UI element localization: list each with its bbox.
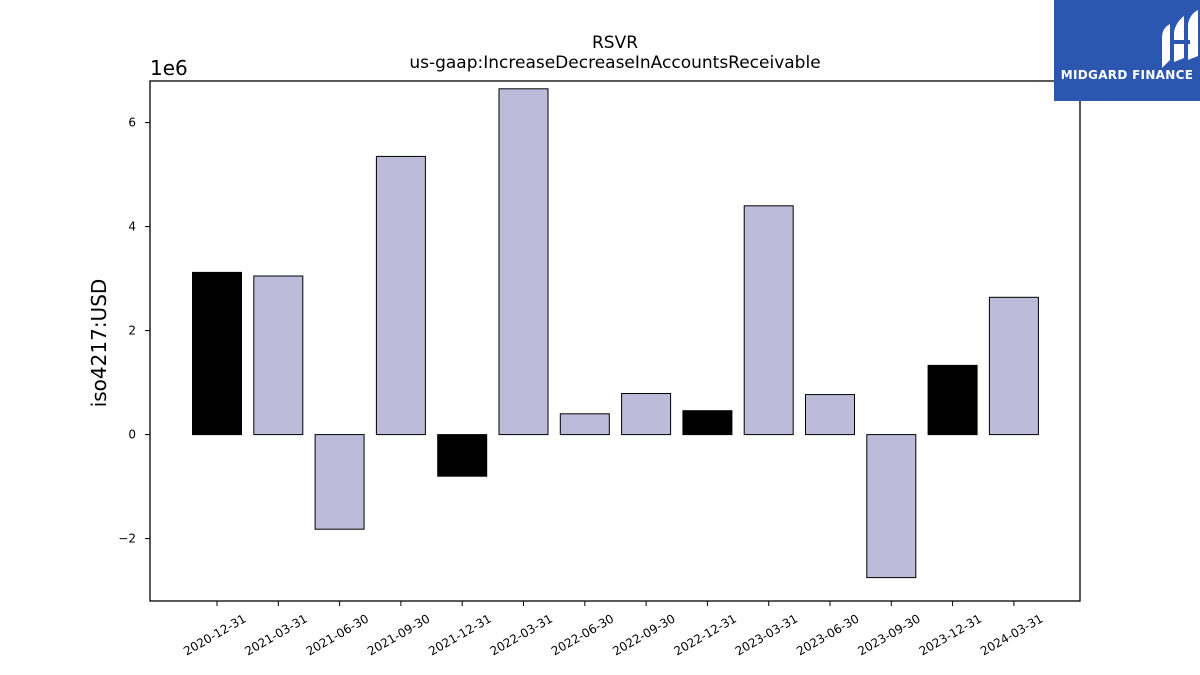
bar [988,296,1039,436]
bar [743,205,794,436]
x-tick-label: 2023-06-30 [794,611,861,658]
x-tick-label: 2022-09-30 [610,611,677,658]
chart-subtitle: us-gaap:IncreaseDecreaseInAccountsReceiv… [409,53,820,73]
bar [437,434,488,477]
bar [927,364,978,436]
y-tick-label: −2 [118,532,136,546]
y-tick-label: 6 [128,116,136,130]
bar [498,88,549,436]
x-tick-label: 2021-12-31 [426,611,493,658]
y-tick-label: 0 [128,428,136,442]
x-tick-label: 2023-12-31 [917,611,984,658]
x-tick-label: 2022-03-31 [488,611,555,658]
y-multiplier-label: 1e6 [150,56,188,80]
logo-mark-icon [1162,10,1198,68]
x-tick-label: 2021-09-30 [365,611,432,658]
x-tick-label: 2020-12-31 [181,611,248,658]
bar [805,394,855,436]
plot-frame [149,80,1081,602]
x-tick-label: 2021-03-31 [242,611,309,658]
x-tick-label: 2021-06-30 [304,611,371,658]
bar [866,434,917,579]
midgard-finance-logo: MIDGARD FINANCE [1054,0,1200,101]
bar [621,393,672,436]
bar [192,271,242,436]
y-tick-label: 2 [128,324,136,338]
bars-group [192,88,1039,579]
logo-text: MIDGARD FINANCE [1060,68,1194,82]
bar [314,434,365,530]
bar [559,413,610,436]
x-tick-label: 2024-03-31 [978,611,1045,658]
bar [253,275,304,436]
x-axis-ticks: 2020-12-312021-03-312021-06-302021-09-30… [181,601,1045,658]
x-tick-label: 2023-03-31 [733,611,800,658]
x-tick-label: 2022-06-30 [549,611,616,658]
x-tick-label: 2023-09-30 [855,611,922,658]
y-tick-label: 4 [128,220,136,234]
bar [682,410,733,436]
y-axis-label: iso4217:USD [87,279,111,408]
bar [375,155,426,436]
chart-title: RSVR [592,33,638,53]
y-axis-ticks: −2 0 2 4 6 [118,116,150,546]
x-tick-label: 2022-12-31 [671,611,738,658]
